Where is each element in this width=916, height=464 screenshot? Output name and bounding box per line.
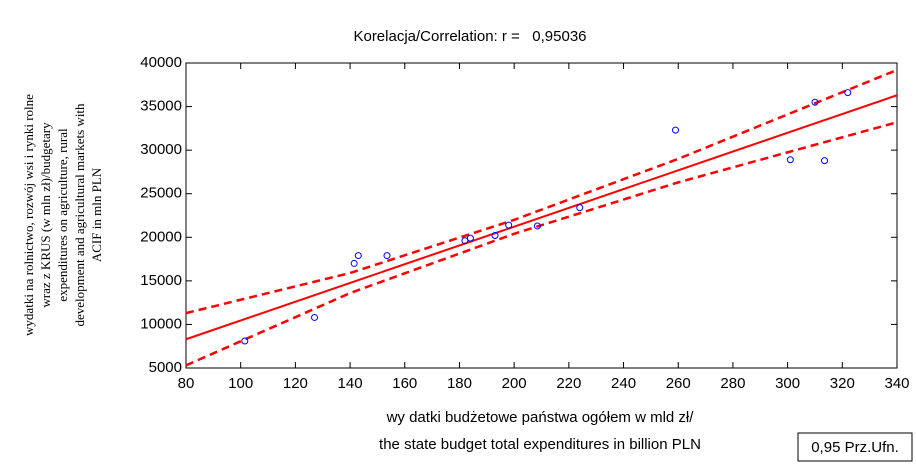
x-tick-label: 180	[447, 375, 472, 392]
data-point	[844, 89, 852, 97]
y-tick-label: 30000	[140, 141, 182, 158]
y-axis-label: ACIF in mln PLN	[89, 167, 104, 262]
x-tick-label: 240	[611, 375, 636, 392]
data-point	[533, 222, 541, 230]
x-tick-label: 300	[775, 375, 800, 392]
x-tick-label: 200	[502, 375, 527, 392]
x-tick-label: 120	[283, 375, 308, 392]
data-point	[505, 221, 513, 229]
data-point	[576, 204, 584, 212]
chart-title: Korelacja/Correlation: r = 0,95036	[353, 28, 586, 45]
y-axis-label: expenditures on agriculture, rural	[55, 128, 70, 302]
data-point	[354, 252, 362, 260]
x-tick-label: 280	[720, 375, 745, 392]
data-point	[811, 98, 819, 106]
y-tick-label: 35000	[140, 98, 182, 115]
y-tick-label: 15000	[140, 272, 182, 289]
y-axis-label: wydatki na rolnictwo, rozwój wsi i rynki…	[21, 94, 36, 336]
regression-line	[185, 94, 898, 341]
legend-box	[797, 432, 913, 462]
data-point	[383, 252, 391, 260]
x-axis-label: the state budget total expenditures in b…	[379, 436, 701, 453]
data-point	[461, 237, 469, 245]
x-tick-label: 80	[178, 375, 195, 392]
data-point	[786, 156, 794, 164]
x-tick-label: 220	[556, 375, 581, 392]
data-point	[671, 126, 679, 134]
y-tick-label: 40000	[140, 54, 182, 71]
x-tick-label: 260	[666, 375, 691, 392]
y-axis-label: development and agricultural markets wit…	[72, 103, 87, 327]
data-point	[466, 234, 474, 242]
y-tick-label: 20000	[140, 228, 182, 245]
plot-frame	[185, 62, 898, 369]
legend-label: 0,95 Prz.Ufn.	[811, 439, 899, 456]
x-tick-label: 340	[884, 375, 909, 392]
confidence-band	[185, 68, 898, 315]
x-tick-label: 320	[830, 375, 855, 392]
x-tick-label: 160	[392, 375, 417, 392]
x-tick-label: 140	[338, 375, 363, 392]
confidence-band	[185, 121, 898, 367]
data-point	[350, 259, 358, 267]
y-axis-label: wraz z KRUS (w mln zł)/budgetary	[38, 122, 53, 308]
data-point	[821, 157, 829, 165]
y-tick-label: 10000	[140, 315, 182, 332]
x-tick-label: 100	[228, 375, 253, 392]
data-point	[491, 232, 499, 240]
y-tick-label: 25000	[140, 185, 182, 202]
x-axis-label: wy datki budżetowe państwa ogółem w mld …	[386, 409, 695, 426]
data-point	[311, 313, 319, 321]
y-tick-label: 5000	[149, 359, 182, 376]
data-point	[241, 337, 249, 345]
